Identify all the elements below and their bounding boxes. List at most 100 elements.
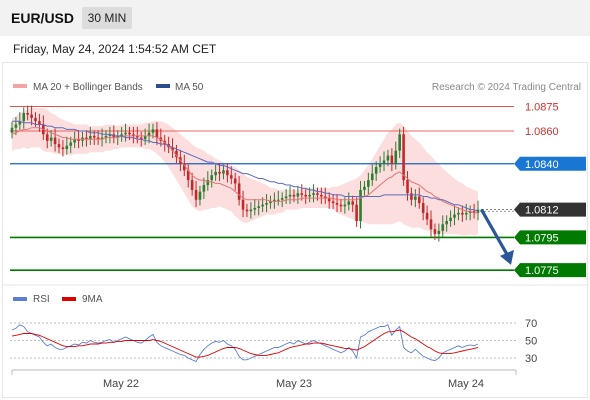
candle-body [445,221,448,225]
candle-body [128,132,131,135]
bollinger-band [12,108,478,236]
candle-body [22,113,26,122]
candle-body [359,189,362,222]
candle-body [34,117,37,122]
candle-body [241,199,245,210]
candle-body [331,201,335,204]
report-datetime: Friday, May 24, 2024 1:54:52 AM CET [13,42,217,56]
candle-body [320,194,323,197]
candle-body [374,167,378,174]
candle-body [417,196,421,204]
candle-body [100,137,104,140]
resistance-label: 1.0860 [525,126,559,138]
projection-arrow-shaft [480,209,511,260]
candle-body [18,121,22,125]
candle-body [92,135,96,138]
candle-body [96,137,100,140]
timeframe-button[interactable]: 30 MIN [82,7,132,29]
candle-body [53,137,57,145]
candle-body [273,199,276,202]
candle-body [73,139,76,143]
candle-body [429,219,433,230]
candle-body [441,224,445,231]
credit-text: Research © 2024 Trading Central [432,82,581,93]
candle-body [476,209,480,213]
candle-body [229,175,233,179]
time-tick-label: May 22 [103,378,139,390]
candle-body [343,204,347,207]
candle-body [194,189,198,200]
pivot-tag [514,156,586,171]
candle-body [437,230,441,235]
candle-body [132,134,135,136]
candle-body [143,135,147,140]
projection-arrow-head [500,249,514,265]
chart-frame [2,62,588,398]
resistance-label: 1.0875 [525,101,559,113]
candle-body [253,207,257,210]
candle-body [139,137,143,140]
bollinger-legend-label: MA 20 + Bollinger Bands [33,82,143,93]
candle-body [347,201,351,205]
candle-body [351,201,354,205]
candle-body [367,180,370,187]
candle-body [61,147,65,150]
candle-body [382,160,386,164]
candle-body [120,134,123,136]
candle-body [38,121,41,125]
candle-body [89,135,92,140]
candle-body [327,198,331,202]
candle-body [198,191,202,200]
candle-body [151,129,155,133]
candle-body [370,173,374,181]
candle-body [421,203,425,213]
candle-body [218,171,221,174]
candle-body [261,204,264,207]
rsi-legend-label: RSI [33,294,50,305]
candle-body [300,193,304,195]
candle-body [433,229,437,235]
candle-body [155,129,159,138]
candle-body [394,150,398,164]
candle-body [183,163,186,171]
candle-body [190,180,194,190]
candle-body [464,212,468,215]
current-price-label: 1.0812 [525,205,559,217]
candle-body [57,144,61,148]
candle-body [363,186,366,190]
candle-body [85,137,88,140]
candle-body [136,135,139,138]
ma50-legend-swatch [156,84,170,88]
candle-body [449,217,452,222]
candle-body [265,203,268,205]
candle-body [355,204,358,222]
candle-body [147,132,151,136]
candle-body [69,142,73,146]
candle-body [49,137,53,141]
candle-body [171,147,174,151]
candle-body [222,170,225,174]
candle-body [398,134,401,151]
candle-body [461,212,464,215]
rsi-ma-legend-label: 9MA [82,294,103,305]
candle-body [335,203,339,205]
candle-body [77,139,80,141]
candle-body [214,171,217,176]
candle-body [378,163,382,168]
candle-body [237,183,241,200]
candle-body [386,155,390,161]
candle-body [472,211,476,213]
candle-body [276,199,280,201]
support-tag [514,263,586,278]
candle-body [14,124,18,128]
header-bar: EUR/USD 30 MIN [0,0,590,36]
candle-body [26,113,29,115]
current-price-tag [514,202,586,217]
rsi-ma-legend-swatch [62,297,76,301]
ma50-line [12,120,479,212]
candle-body [339,204,343,207]
candle-body [30,114,33,118]
candle-body [116,135,120,138]
candle-body [323,196,327,199]
